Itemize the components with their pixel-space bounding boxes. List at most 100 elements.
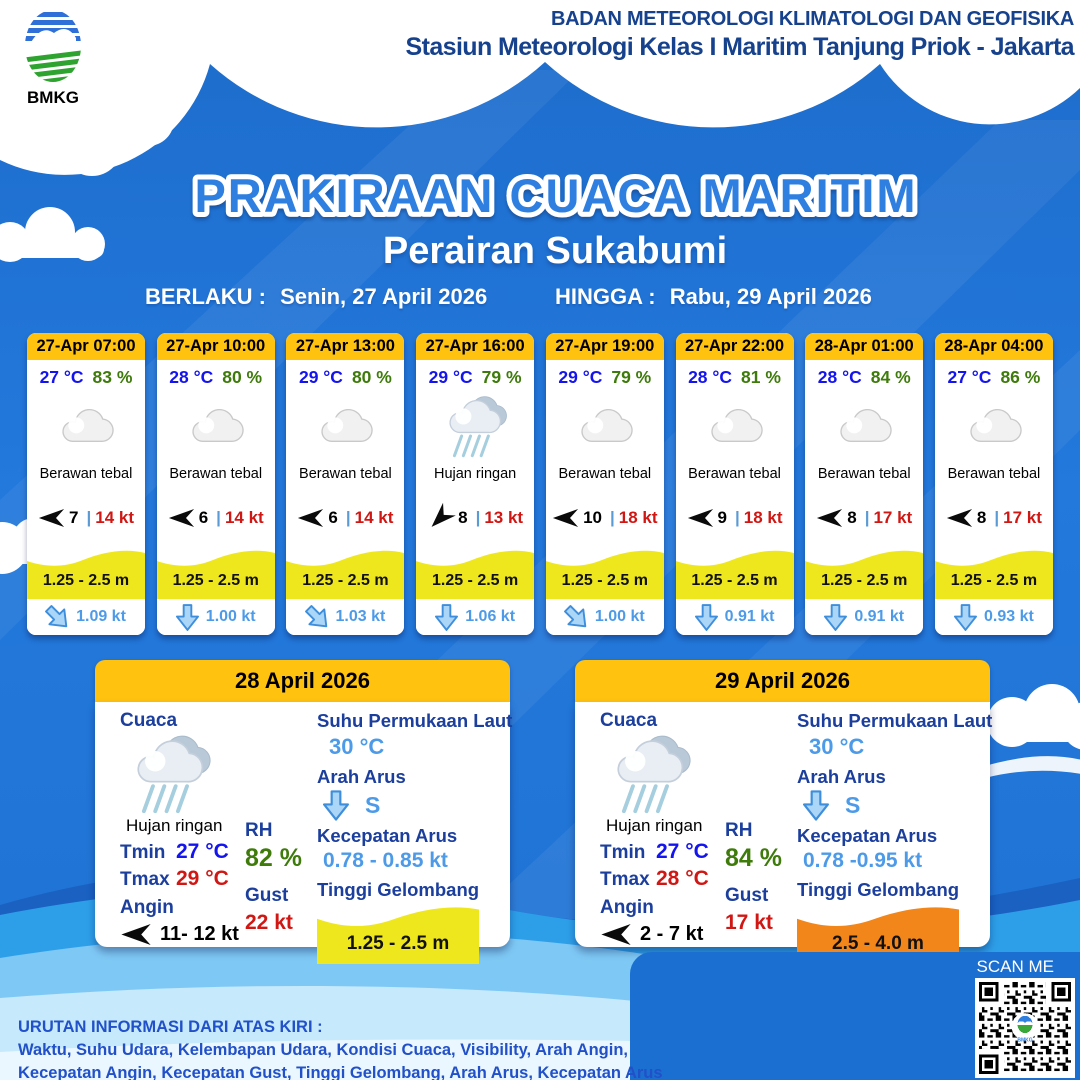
current-info: 1.03 kt [286,599,405,635]
wind-range-value: 11- 12 kt [160,923,239,945]
wind-direction-icon [120,923,152,946]
wind-info: 2 - 7 kt [600,923,750,946]
relative-humidity: 80 % [351,367,392,387]
air-temperature: 28 °C [169,367,214,387]
visibility-value: 8 [458,508,468,527]
air-temperature: 27 °C [39,367,84,387]
wind-speed-value: 13 kt [484,508,524,527]
current-direction-icon [803,790,829,821]
wave-height-band: 1.25 - 2.5 m [545,547,664,599]
wave-height-value: 1.25 - 2.5 m [317,928,479,964]
hourly-forecast-card: 27-Apr 19:00 29 °C 79 % [545,333,664,635]
wind-label: Angin [120,897,174,918]
wind-info: 9 | 18 kt [687,508,783,528]
weather-icon [606,734,750,814]
rh-label: RH [725,820,753,841]
scan-me-label: SCAN ME [976,957,1054,976]
weather-condition: Berawan tebal [558,466,652,482]
current-direction-icon [824,603,848,631]
weather-icon [833,393,895,463]
wave-height-band: 1.25 - 2.5 m [805,547,924,599]
agency-header: BADAN METEOROLOGI KLIMATOLOGI DAN GEOFIS… [405,8,1075,62]
wind-direction-icon [816,508,843,528]
relative-humidity: 80 % [222,367,263,387]
sea-surface-temp-value: 30 °C [809,734,865,759]
station-name: Stasiun Meteorologi Kelas I Maritim Tanj… [405,33,1075,61]
separator: | [475,508,481,527]
tmax-value: 28 °C [656,867,709,890]
weather-icon [126,734,270,814]
tmin-label: Tmin [120,842,166,863]
relative-humidity: 79 % [611,367,652,387]
current-info: 0.93 kt [934,599,1053,635]
current-speed-value: 1.03 kt [335,608,386,625]
current-speed-value: 0.93 kt [984,608,1034,625]
tmax-label: Tmax [600,869,650,890]
agency-name: BADAN METEOROLOGI KLIMATOLOGI DAN GEOFIS… [550,8,1074,30]
current-direction-label: Arah Arus [797,766,886,787]
weather-condition: Hujan ringan [126,816,223,835]
valid-from-label: BERLAKU : [145,284,266,309]
current-info: 1.00 kt [545,599,664,635]
wave-height-label: Tinggi Gelombang [797,879,960,900]
weather-condition: Berawan tebal [947,466,1041,482]
wind-info: 6 | 14 kt [168,508,264,528]
valid-to-label: HINGGA : [555,284,656,309]
air-temperature: 27 °C [947,367,992,387]
tmax-label: Tmax [120,869,170,890]
wave-height-band: 1.25 - 2.5 m [934,547,1053,599]
wind-info: 7 | 14 kt [38,508,134,528]
wave-height-value: 1.25 - 2.5 m [545,567,664,599]
current-direction-icon [694,603,718,631]
gust-value: 17 kt [725,911,773,934]
weather-icon [55,393,117,463]
wind-direction-icon [946,508,973,528]
weather-icon [185,393,247,463]
wave-height-value: 1.25 - 2.5 m [934,567,1053,599]
qr-code: BMKG [975,978,1075,1078]
weather-icon [314,393,376,463]
relative-humidity: 81 % [741,367,781,387]
relative-humidity: 84 % [870,367,911,387]
wind-speed-value: 17 kt [873,508,913,527]
qr-logo-label: BMKG [1017,1038,1032,1044]
wave-height-value: 1.25 - 2.5 m [27,567,145,599]
separator: | [345,508,351,527]
relative-humidity: 86 % [1000,367,1041,387]
wind-info: 10 | 18 kt [552,508,658,528]
current-speed-value: 0.91 kt [854,608,905,625]
legend-line2: Kecepatan Angin, Kecepatan Gust, Tinggi … [18,1064,663,1080]
wind-direction-icon [600,923,632,946]
wind-info: 8 | 17 kt [946,508,1042,528]
tmin-value: 27 °C [656,840,709,863]
tmin-value: 27 °C [176,840,229,863]
wind-info: 8 | 13 kt [427,502,524,528]
weather-icon [442,393,508,463]
legend-note: URUTAN INFORMASI DARI ATAS KIRI : Waktu,… [18,1016,663,1080]
current-speed-label: Kecepatan Arus [317,825,458,846]
current-direction-icon [435,603,459,631]
forecast-time: 27-Apr 16:00 [416,333,535,360]
current-speed-value: 0.91 kt [724,608,775,625]
current-direction-icon [323,790,349,821]
wave-height-band: 1.25 - 2.5 m [286,547,405,599]
current-speed-value: 1.00 kt [594,608,645,625]
wave-height-label: Tinggi Gelombang [317,879,480,900]
daily-forecast-row: 28 April 2026 Cuaca [95,660,992,964]
wind-direction-icon [38,508,65,528]
gust-value: 22 kt [245,911,293,934]
weather-icon [574,393,636,463]
separator: | [994,508,1000,527]
wind-speed-value: 17 kt [1003,508,1042,527]
current-direction-icon [45,604,69,631]
wave-height-band: 1.25 - 2.5 m [156,547,275,599]
weather-condition: Hujan ringan [606,816,703,835]
valid-to-value: Rabu, 29 April 2026 [669,284,872,309]
current-info: 1.06 kt [416,599,535,635]
relative-humidity: 83 % [92,367,133,387]
weather-condition: Berawan tebal [817,466,911,482]
wind-speed-value: 14 kt [95,508,134,527]
hourly-forecast-row: 27-Apr 07:00 27 °C 83 % [27,333,1053,635]
hourly-forecast-card: 27-Apr 10:00 28 °C 80 % [156,333,275,635]
separator: | [216,508,221,527]
